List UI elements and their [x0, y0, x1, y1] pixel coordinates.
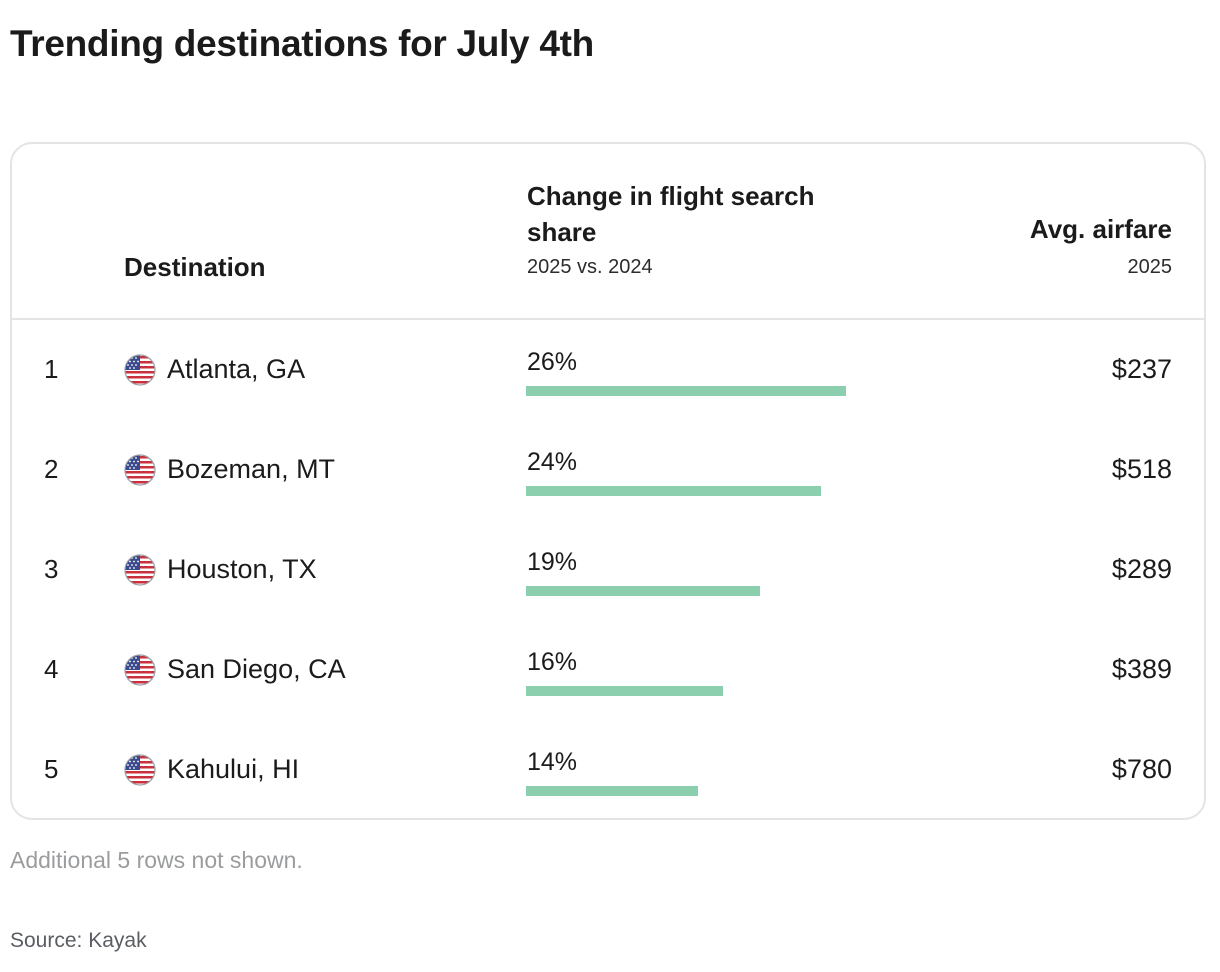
destinations-table: Destination Change in flight search shar…: [10, 142, 1206, 820]
change-bar: [526, 486, 821, 496]
rows-hidden-note: Additional 5 rows not shown.: [10, 847, 303, 873]
airfare-cell: $237: [1111, 354, 1172, 384]
us-flag-icon: [124, 354, 156, 386]
destination-cell: Kahului, HI: [167, 754, 300, 784]
change-bar: [526, 386, 846, 396]
table-header: Destination Change in flight search shar…: [12, 144, 1204, 320]
column-subheader-airfare: 2025: [1127, 256, 1173, 278]
change-cell: 26%: [527, 348, 578, 376]
us-flag-icon: [124, 754, 156, 786]
destination-cell: San Diego, CA: [167, 654, 346, 684]
change-cell: 16%: [527, 648, 578, 676]
column-header-destination: Destination: [124, 252, 266, 282]
column-subheader-change: 2025 vs. 2024: [527, 256, 653, 278]
source-credit: Source: Kayak: [10, 929, 147, 952]
change-cell: 24%: [527, 448, 578, 476]
rank-cell: 3: [44, 554, 59, 584]
change-bar: [526, 686, 723, 696]
airfare-cell: $518: [1111, 454, 1172, 484]
rank-cell: 5: [44, 754, 59, 784]
change-bar: [526, 786, 698, 796]
airfare-cell: $780: [1111, 754, 1172, 784]
us-flag-icon: [124, 554, 156, 586]
page-title: Trending destinations for July 4th: [10, 23, 594, 64]
rank-cell: 2: [44, 454, 59, 484]
destination-cell: Bozeman, MT: [167, 454, 336, 484]
table-body: 1 Atlanta, GA 26% $237 2 Bozeman, MT 24%…: [12, 320, 1204, 818]
change-bar: [526, 586, 760, 596]
column-header-change: Change in flight search share: [527, 181, 815, 247]
destination-cell: Atlanta, GA: [167, 354, 306, 384]
change-cell: 19%: [527, 548, 578, 576]
table-row: 4 San Diego, CA 16% $389: [12, 620, 1204, 720]
change-cell: 14%: [527, 748, 578, 776]
rank-cell: 4: [44, 654, 59, 684]
destination-cell: Houston, TX: [167, 554, 317, 584]
table-row: 5 Kahului, HI 14% $780: [12, 720, 1204, 818]
table-row: 1 Atlanta, GA 26% $237: [12, 320, 1204, 420]
column-header-airfare: Avg. airfare: [1029, 214, 1172, 244]
airfare-cell: $289: [1111, 554, 1172, 584]
airfare-cell: $389: [1111, 654, 1172, 684]
table-row: 2 Bozeman, MT 24% $518: [12, 420, 1204, 520]
us-flag-icon: [124, 654, 156, 686]
table-row: 3 Houston, TX 19% $289: [12, 520, 1204, 620]
rank-cell: 1: [44, 354, 59, 384]
us-flag-icon: [124, 454, 156, 486]
